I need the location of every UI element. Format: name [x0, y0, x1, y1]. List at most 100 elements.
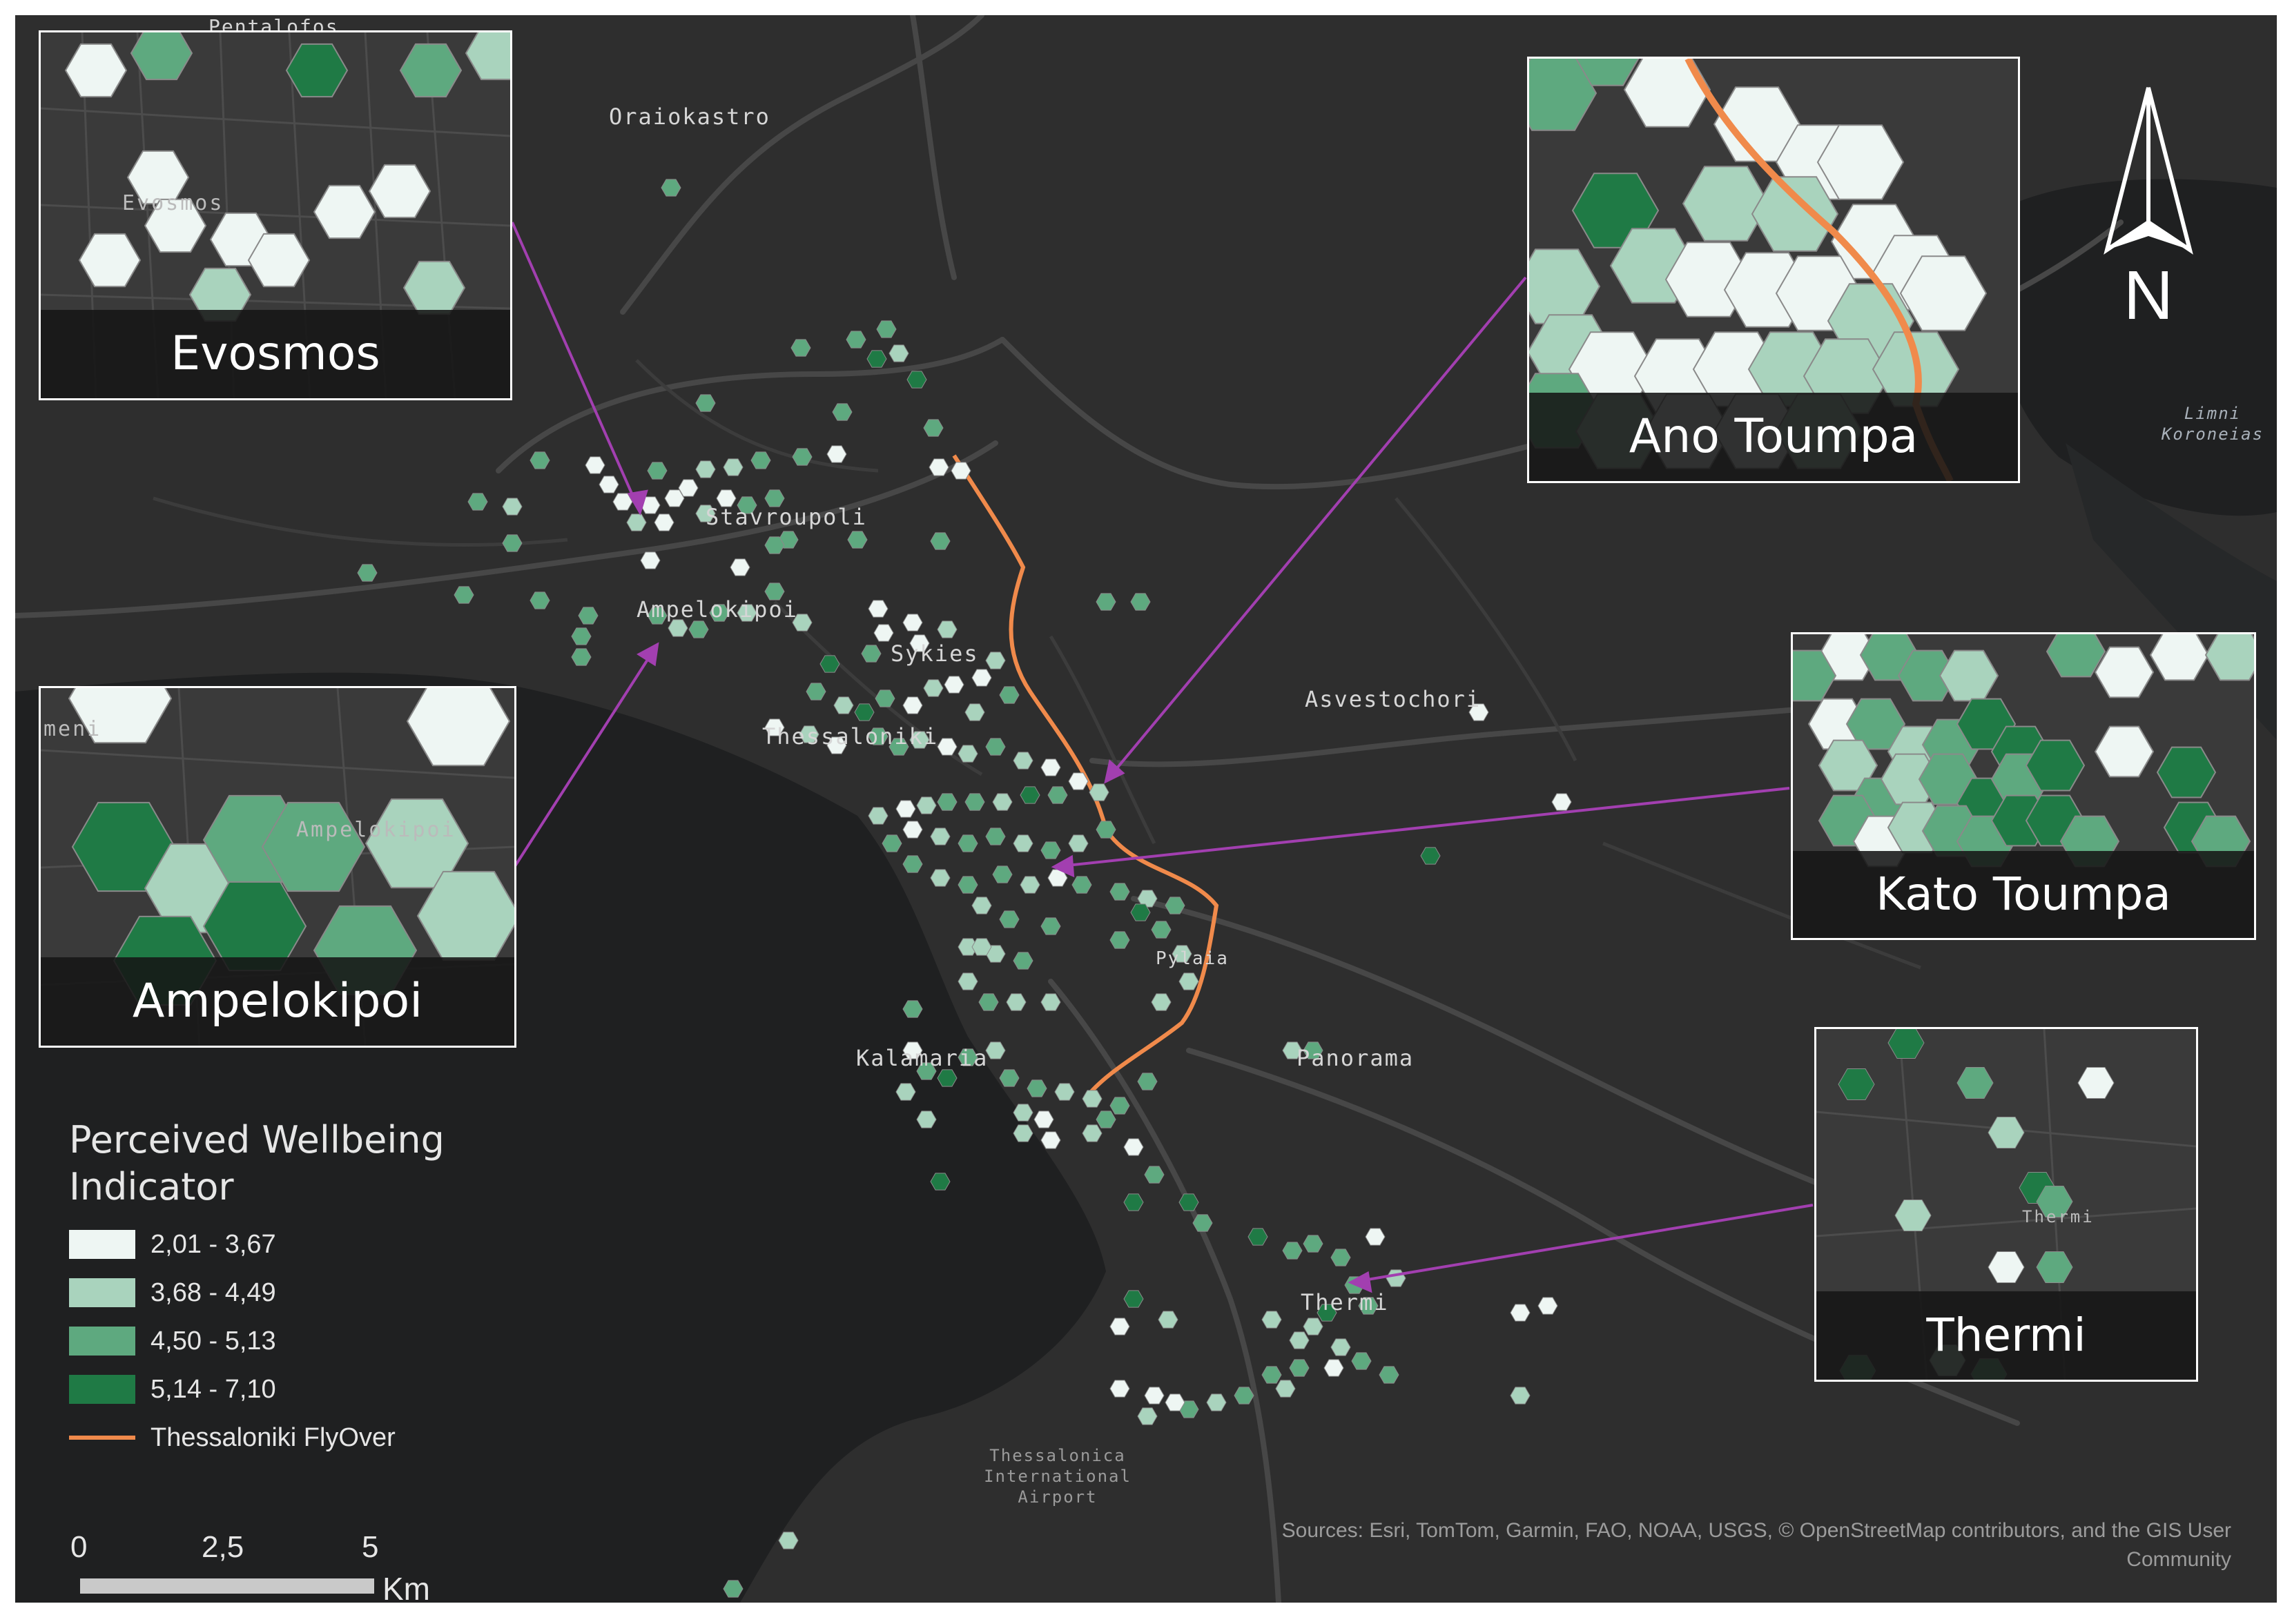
north-label: N [2124, 257, 2173, 334]
inset-hexagon [78, 233, 142, 288]
map-frame[interactable]: Pentalofos Oraiokastro Stavroupoli Ampel… [15, 15, 2277, 1603]
inset-hexagon [2094, 725, 2155, 778]
scale-unit: Km [382, 1571, 430, 1603]
inset-caption-thermi: Thermi [1816, 1291, 2196, 1380]
map-hexagon [999, 686, 1020, 704]
legend-item-route: Thessaloniki FlyOver [69, 1413, 456, 1462]
map-hexagon [861, 645, 882, 663]
map-hexagon [723, 458, 744, 476]
map-hexagon [971, 938, 992, 956]
inset-thermi-ghost-label: Thermi [2022, 1207, 2095, 1226]
map-hexagon [626, 513, 647, 531]
map-hexagon [640, 551, 661, 569]
map-hexagon [1303, 1235, 1323, 1253]
map-hexagon [958, 834, 978, 852]
place-label-thermi: Thermi [1301, 1289, 1389, 1315]
legend-swatch [69, 1230, 135, 1259]
legend-item: 2,01 - 3,67 [69, 1220, 456, 1269]
map-hexagon [1151, 921, 1172, 939]
inset-ampelokipoi-ghost-left: meni [43, 717, 102, 741]
north-arrow-icon: N [2104, 87, 2193, 334]
map-hexagon [937, 620, 958, 638]
map-hexagon [909, 731, 930, 749]
map-hexagon [578, 607, 599, 625]
inset-hexagon [1897, 649, 1958, 702]
inset-hexagon [2077, 1067, 2115, 1099]
arrow-ampelokipoi [512, 643, 659, 870]
map-hexagon [1261, 1311, 1282, 1329]
map-hexagon [1192, 1214, 1213, 1232]
map-hexagon [985, 828, 1006, 845]
map-hexagon [530, 451, 550, 469]
map-hexagon [764, 583, 785, 600]
place-label-pylaia: Pylaia [1156, 948, 1229, 969]
map-hexagon [902, 614, 923, 632]
inset-kato-toumpa: Kato Toumpa [1791, 632, 2256, 940]
arrow-thermi-head [1348, 1271, 1372, 1293]
place-label-asvestochori: Asvestochori [1305, 686, 1482, 712]
inset-hexagon [2156, 746, 2217, 799]
map-hexagon [1109, 1097, 1130, 1115]
map-hexagon [826, 445, 847, 463]
map-hexagon [599, 476, 619, 493]
map-hexagon [585, 456, 605, 474]
legend-label: 4,50 - 5,13 [150, 1326, 276, 1356]
map-hexagon [847, 531, 868, 549]
map-hexagon [1054, 1083, 1075, 1101]
map-hexagon [695, 505, 716, 522]
inset-caption-ampelokipoi: Ampelokipoi [41, 957, 514, 1046]
legend-item: 4,50 - 5,13 [69, 1317, 456, 1365]
inset-hexagon [1894, 1200, 1932, 1231]
map-hexagon [1013, 952, 1033, 970]
inset-hexagon [261, 801, 366, 892]
map-hexagon [985, 738, 1006, 756]
map-hexagon [868, 600, 888, 618]
map-hexagon [895, 1083, 916, 1101]
map-hexagon [902, 696, 923, 714]
map-hexagon [958, 972, 978, 990]
map-hexagon [1323, 1359, 1344, 1377]
map-hexagon [1013, 752, 1033, 770]
map-hexagon [668, 619, 688, 637]
map-hexagon [985, 1041, 1006, 1059]
map-hexagon [764, 718, 785, 736]
inset-hexagon [1988, 1251, 2025, 1283]
legend-item: 3,68 - 4,49 [69, 1269, 456, 1317]
map-hexagon [1006, 993, 1027, 1011]
map-hexagon [647, 607, 668, 625]
map-hexagon [875, 689, 895, 707]
map-hexagon [937, 1069, 958, 1087]
map-hexagon [923, 679, 944, 697]
map-hexagon [764, 536, 785, 554]
inset-thermi: Thermi Thermi [1814, 1027, 2198, 1382]
map-hexagon [902, 821, 923, 839]
map-hexagon [799, 725, 819, 743]
attribution-text: Sources: Esri, TomTom, Garmin, FAO, NOAA… [1281, 1519, 2231, 1571]
legend-swatch [69, 1375, 135, 1404]
inset-hexagon [399, 43, 463, 98]
map-hexagon [1071, 876, 1092, 894]
map-hexagon [1420, 847, 1441, 865]
inset-caption-kato-toumpa: Kato Toumpa [1793, 851, 2254, 938]
map-hexagon [530, 591, 550, 609]
place-label-thessaloniki: Thessaloniki [762, 723, 939, 750]
map-hexagon [873, 624, 894, 642]
map-hexagon [1537, 1297, 1558, 1315]
map-hexagon [1130, 593, 1151, 611]
map-hexagon [571, 648, 592, 666]
map-hexagon [1109, 931, 1130, 949]
inset-hexagon [64, 43, 128, 98]
scale-tick-2-5: 2,5 [202, 1530, 244, 1564]
map-hexagon [902, 855, 923, 873]
map-hexagon [1089, 783, 1109, 801]
map-hexagon [737, 604, 757, 622]
inset-hexagon [2094, 646, 2155, 698]
map-hexagon [868, 807, 888, 825]
map-hexagon [1096, 1111, 1116, 1128]
callout-arrows [511, 222, 1814, 1293]
map-hexagon [958, 876, 978, 894]
arrow-kato-toumpa [1053, 787, 1790, 868]
map-hexagon [1282, 1242, 1303, 1260]
inset-hexagon [130, 32, 193, 81]
map-hexagon [1282, 1041, 1303, 1059]
